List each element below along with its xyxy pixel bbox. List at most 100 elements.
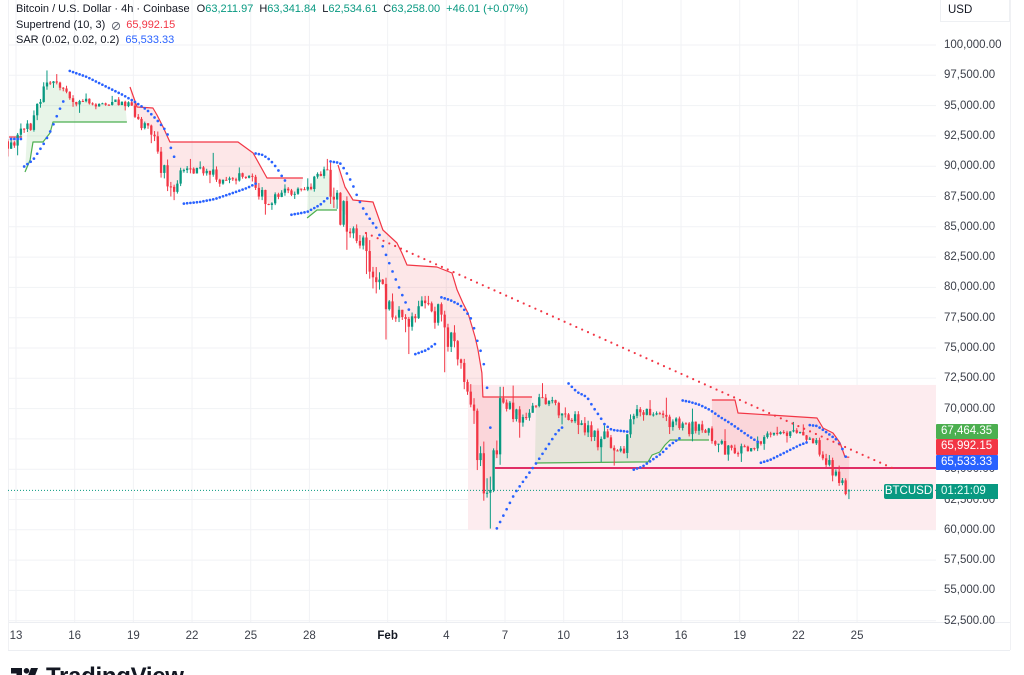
sar-dot: [661, 450, 665, 454]
candle-body: [303, 189, 306, 191]
candle-body: [407, 318, 410, 327]
candle-body: [652, 414, 655, 416]
candle: [303, 187, 306, 191]
candle-body: [62, 87, 65, 89]
sar-dot: [792, 446, 795, 450]
sar-dot: [361, 207, 365, 210]
eye-crossed-icon[interactable]: [111, 21, 121, 31]
sar-dot: [319, 202, 323, 206]
candle: [639, 407, 642, 417]
sar-dot: [622, 429, 626, 433]
candle-body: [192, 168, 195, 174]
candle-body: [450, 332, 453, 347]
candle: [613, 445, 616, 466]
supertrend-up-line: [306, 209, 337, 219]
candle-body: [58, 82, 62, 88]
candle: [58, 81, 62, 91]
sar-dot: [153, 116, 156, 119]
sar-dot: [283, 179, 287, 182]
candle: [681, 421, 684, 431]
candle: [789, 431, 792, 438]
candle: [678, 416, 681, 430]
sar-dot: [26, 162, 29, 166]
price-tick-label: 95,000.00: [944, 99, 996, 112]
candle-body: [293, 193, 296, 195]
supertrend-up-line: [534, 439, 709, 464]
candle: [450, 331, 453, 353]
candle-body: [560, 413, 564, 416]
candle: [427, 295, 430, 306]
candle: [189, 158, 192, 174]
tradingview-logo-text: TradingView: [46, 665, 184, 675]
candle-body: [163, 165, 166, 173]
candle: [0, 135, 2, 141]
sar-dot: [104, 84, 107, 88]
candle-body: [231, 178, 234, 180]
candle-body: [9, 142, 13, 149]
symbol-title[interactable]: Bitcoin / U.S. Dollar · 4h · Coinbase: [16, 3, 190, 15]
candle: [251, 173, 254, 182]
candle: [603, 425, 606, 440]
price-tick-label: 57,500.00: [944, 554, 996, 567]
sar-name[interactable]: SAR (0.02, 0.02, 0.2): [16, 34, 120, 47]
candle: [182, 168, 186, 173]
candle: [554, 399, 557, 406]
sar-dot: [316, 204, 319, 208]
sar-dot: [371, 221, 375, 225]
candle-body: [838, 471, 841, 483]
candle-body: [254, 176, 257, 188]
candle: [606, 429, 609, 438]
candle-body: [71, 98, 75, 102]
candle-body: [743, 446, 746, 448]
sar-dot: [502, 514, 505, 517]
time-tick-label: 19: [126, 630, 140, 642]
ohlc-open: O63,211.97: [197, 2, 254, 18]
sar-dot: [766, 459, 769, 463]
candle-body: [264, 189, 267, 205]
sar-dot: [224, 193, 228, 197]
candle: [772, 432, 776, 436]
candle: [78, 99, 81, 113]
sar-dot: [550, 437, 554, 441]
candle: [824, 453, 828, 468]
candle-body: [498, 398, 502, 455]
candle-body: [225, 179, 228, 181]
candle-body: [489, 489, 492, 493]
range-box: [468, 384, 936, 530]
candle: [720, 439, 723, 445]
tradingview-logo[interactable]: TradingView: [11, 665, 184, 675]
candle: [104, 102, 107, 106]
symbol-legend-row: Bitcoin / U.S. Dollar · 4h · Coinbase O6…: [16, 2, 528, 18]
candle: [763, 435, 766, 450]
sar-dot: [466, 312, 469, 315]
candle-body: [564, 413, 567, 415]
supertrend-name[interactable]: Supertrend (10, 3): [16, 18, 106, 31]
sar-dot: [322, 199, 326, 203]
sar-indicator: [9, 69, 848, 530]
price-scale[interactable]: 100,000.00 97,500.00 95,000.00 92,500.00 90,…: [936, 22, 1010, 627]
currency-label[interactable]: USD: [940, 0, 1010, 22]
sar-dot: [339, 162, 342, 165]
sar-dot: [684, 399, 688, 403]
candle: [114, 99, 117, 102]
sar-dot: [524, 475, 528, 479]
sar-dot: [332, 160, 336, 164]
candle-body: [277, 194, 280, 197]
candle-body: [94, 104, 98, 107]
time-axis[interactable]: 13 16 19 22 25 28 Feb 4 7 10 13 16 19 22 25: [8, 623, 1010, 650]
candle-body: [469, 391, 472, 405]
candle: [368, 240, 371, 279]
candle-body: [720, 441, 723, 444]
candles: [0, 70, 851, 529]
candle-body: [3, 140, 5, 142]
candle-body: [704, 430, 707, 433]
price-tick-label: 60,000.00: [944, 523, 996, 536]
sar-dot: [198, 200, 202, 204]
sar-dot: [570, 385, 574, 389]
candle-body: [352, 228, 355, 234]
candle: [512, 385, 515, 423]
supertrend-up-fill: [534, 397, 709, 463]
candle: [668, 414, 671, 435]
candle-body: [159, 151, 163, 173]
